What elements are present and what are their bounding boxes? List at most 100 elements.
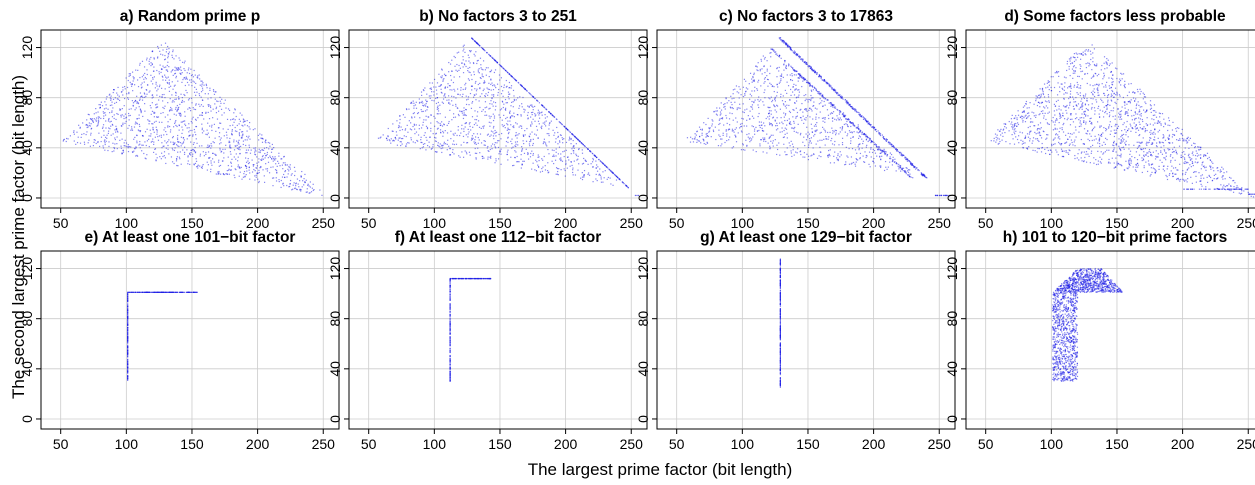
data-point xyxy=(488,108,490,110)
data-point xyxy=(498,153,500,155)
data-point xyxy=(240,131,243,133)
data-point xyxy=(220,102,222,104)
data-point xyxy=(505,86,508,88)
data-point xyxy=(126,146,128,148)
data-point xyxy=(552,129,554,131)
data-point xyxy=(899,167,901,169)
data-point xyxy=(195,134,197,136)
data-point xyxy=(817,92,819,94)
data-point xyxy=(267,157,269,159)
data-point xyxy=(176,104,178,107)
data-point xyxy=(309,186,312,188)
data-point xyxy=(138,106,140,108)
data-point xyxy=(163,59,166,61)
data-point xyxy=(815,116,817,118)
data-point xyxy=(560,122,562,125)
data-point xyxy=(456,63,458,66)
data-point xyxy=(139,109,142,111)
data-point xyxy=(1146,117,1148,119)
data-point xyxy=(114,137,116,139)
data-point xyxy=(230,161,232,163)
data-point xyxy=(297,183,299,185)
data-point xyxy=(829,149,831,151)
data-point xyxy=(99,104,102,106)
data-point xyxy=(851,122,853,124)
data-point xyxy=(746,119,748,121)
data-point xyxy=(813,69,815,71)
data-point xyxy=(199,165,201,167)
data-point xyxy=(423,134,425,137)
data-point xyxy=(291,189,293,191)
data-point xyxy=(701,134,703,136)
data-point xyxy=(878,146,880,148)
data-point xyxy=(762,137,764,139)
data-point xyxy=(127,112,130,115)
data-point xyxy=(128,124,130,127)
data-point xyxy=(760,124,762,127)
data-point xyxy=(540,126,542,128)
data-point xyxy=(742,149,745,151)
data-point xyxy=(726,122,728,125)
data-point xyxy=(763,58,766,60)
data-point xyxy=(725,117,728,119)
data-point xyxy=(145,95,147,98)
data-point xyxy=(542,166,544,168)
data-point xyxy=(739,88,741,90)
data-point xyxy=(819,94,821,96)
data-point xyxy=(764,81,766,83)
data-point xyxy=(751,115,754,117)
data-point xyxy=(405,108,408,110)
data-point xyxy=(463,128,465,130)
data-point xyxy=(781,121,783,123)
data-point xyxy=(473,71,475,73)
data-point xyxy=(492,105,494,107)
data-point xyxy=(1080,125,1082,127)
data-point xyxy=(904,157,906,159)
data-point xyxy=(473,96,475,98)
data-point xyxy=(759,70,761,72)
data-point xyxy=(835,132,837,134)
data-point xyxy=(693,138,695,140)
data-point xyxy=(819,132,821,134)
data-point xyxy=(849,104,851,106)
data-point xyxy=(144,110,146,112)
data-point xyxy=(442,144,444,147)
data-point xyxy=(238,147,240,149)
data-point xyxy=(288,166,290,168)
data-point xyxy=(822,120,824,122)
data-point xyxy=(131,128,133,130)
data-point xyxy=(242,140,245,142)
data-point xyxy=(555,151,557,153)
data-point xyxy=(810,108,812,110)
data-point xyxy=(161,87,163,89)
data-point xyxy=(841,113,844,115)
data-point xyxy=(404,116,406,118)
data-point xyxy=(219,164,222,167)
data-point xyxy=(264,157,266,159)
data-point xyxy=(904,171,906,173)
data-point xyxy=(791,75,793,77)
data-point xyxy=(800,108,802,111)
data-point xyxy=(1121,141,1123,143)
data-point xyxy=(857,144,860,146)
data-point xyxy=(814,72,817,74)
data-point xyxy=(1109,63,1111,65)
data-point xyxy=(198,103,200,105)
data-point xyxy=(751,100,753,103)
data-point xyxy=(478,68,480,70)
data-point xyxy=(144,157,146,159)
data-point xyxy=(822,105,824,107)
data-point xyxy=(1001,132,1003,134)
data-point xyxy=(111,110,113,112)
data-point xyxy=(1069,85,1071,87)
data-point xyxy=(449,103,451,105)
data-point xyxy=(419,148,421,150)
data-point xyxy=(520,84,522,87)
data-point xyxy=(874,128,876,131)
data-point xyxy=(439,104,441,106)
data-point xyxy=(190,68,192,70)
data-point xyxy=(727,129,730,131)
data-point xyxy=(458,69,460,71)
data-point xyxy=(431,91,433,93)
data-point xyxy=(1169,155,1172,157)
